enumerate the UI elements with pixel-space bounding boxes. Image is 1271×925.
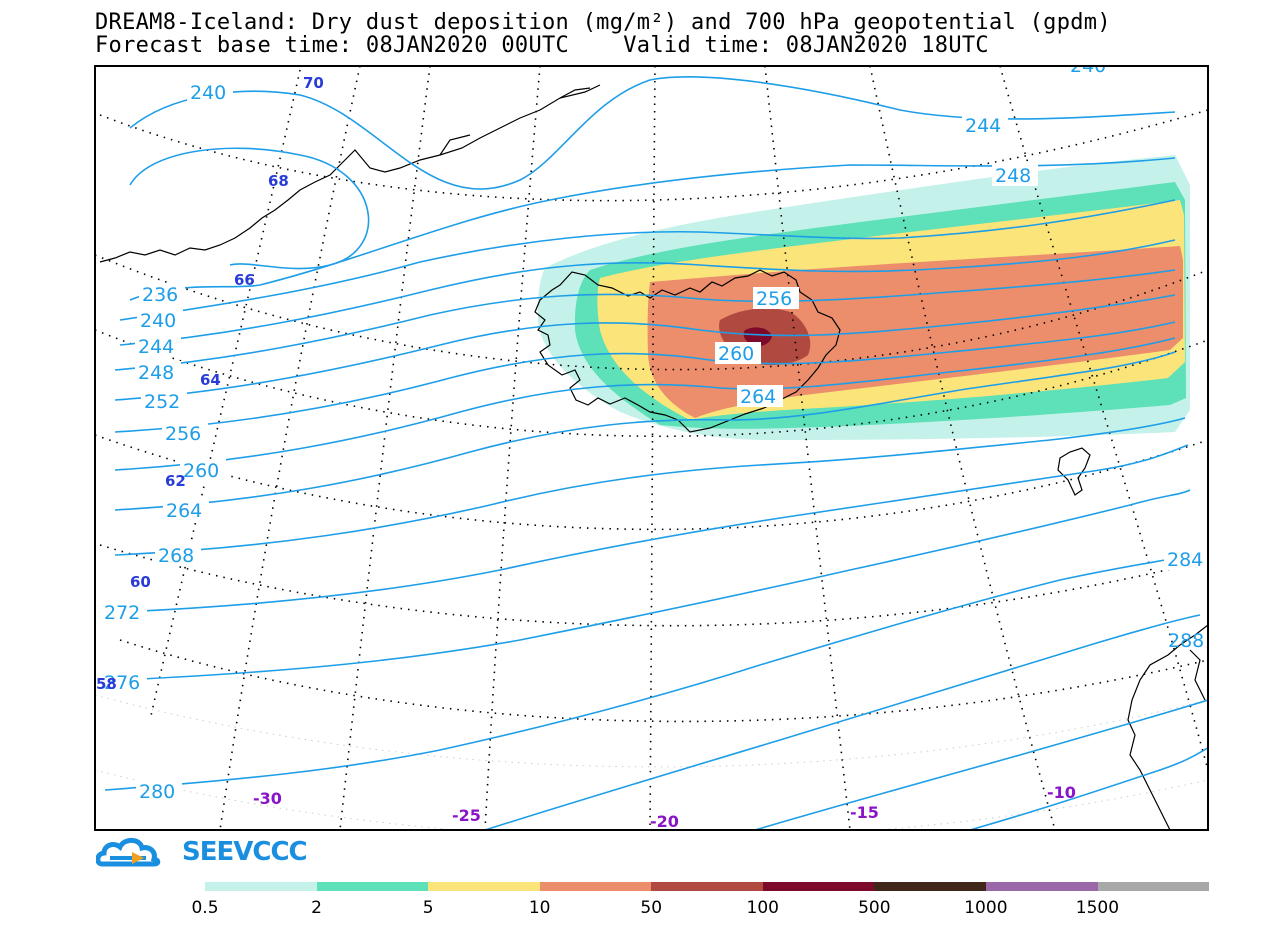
geo-label: 244 xyxy=(138,336,174,358)
lon-label: -30 xyxy=(253,789,282,808)
longitude-labels: -30 -25 -20 -15 -10 xyxy=(253,783,1076,831)
graticule-parallels xyxy=(95,109,1208,723)
legend-swatch xyxy=(985,882,1098,891)
geo-label: 248 xyxy=(138,362,174,384)
geo-label: 256 xyxy=(756,288,792,310)
legend-label: 10 xyxy=(528,898,551,918)
lat-label: 64 xyxy=(200,371,221,389)
geo-label: 240 xyxy=(1070,55,1106,77)
legend-labels: 0.5 2 5 10 50 100 500 1000 1500 xyxy=(191,891,1209,918)
lon-label: -20 xyxy=(650,812,679,831)
geo-label: 252 xyxy=(144,391,180,413)
iceland-coast xyxy=(534,269,841,433)
geo-label: 268 xyxy=(158,545,194,567)
geo-label: 284 xyxy=(1167,549,1203,571)
logo-text: SEEVCCC xyxy=(182,837,308,867)
legend-label: 1500 xyxy=(1075,898,1120,918)
legend-swatch xyxy=(762,882,875,891)
lat-label: 60 xyxy=(130,573,151,591)
geo-label: 276 xyxy=(104,672,140,694)
latitude-labels: 70 68 66 64 62 60 58 xyxy=(96,74,324,693)
legend-swatch xyxy=(428,882,540,891)
norway-coast xyxy=(1127,624,1208,830)
lat-label: 68 xyxy=(268,172,289,190)
geo-label: 240 xyxy=(190,82,226,104)
graticule-outer xyxy=(95,694,1208,830)
geopotential-contours xyxy=(104,76,1208,830)
legend-label: 100 xyxy=(746,898,779,918)
legend-swatch xyxy=(205,882,317,891)
graticule-meridians xyxy=(149,66,1208,830)
legend-swatch xyxy=(316,882,429,891)
geo-label: 260 xyxy=(183,460,219,482)
legend-swatch xyxy=(1097,882,1210,891)
lat-label: 70 xyxy=(303,74,324,92)
geo-label: 248 xyxy=(995,165,1031,187)
geo-label: 288 xyxy=(1168,630,1204,652)
dust-100-area xyxy=(743,327,772,346)
geo-label: 272 xyxy=(104,602,140,624)
geo-label: 236 xyxy=(142,284,178,306)
faroe-coast xyxy=(1057,447,1091,496)
geo-label: 260 xyxy=(718,343,754,365)
legend-swatch xyxy=(651,882,763,891)
legend-label: 1000 xyxy=(964,898,1008,918)
legend-swatch xyxy=(539,882,652,891)
greenland-coast xyxy=(99,84,601,263)
geo-label: 264 xyxy=(740,386,776,408)
lat-label: 66 xyxy=(234,271,255,289)
coastlines xyxy=(99,84,1208,830)
legend-label: 0.5 xyxy=(191,898,219,918)
geo-label: 264 xyxy=(166,500,202,522)
geo-label: 240 xyxy=(140,310,176,332)
map-subtitle-times: Forecast base time: 08JAN2020 00UTC Vali… xyxy=(95,33,989,58)
lon-label: -10 xyxy=(1047,783,1076,802)
lat-label: 58 xyxy=(96,675,117,693)
map-content: 240 244 248 236 240 244 248 252 256 260 … xyxy=(95,55,1208,831)
map-frame xyxy=(94,65,1209,831)
legend-label: 50 xyxy=(640,898,663,918)
legend-label: 2 xyxy=(311,898,322,918)
legend-swatch xyxy=(874,882,986,891)
geo-label: 280 xyxy=(139,781,175,803)
legend-color-bar xyxy=(205,882,1210,891)
cloud-arrow-icon xyxy=(96,837,161,867)
geo-label: 256 xyxy=(165,423,201,445)
lat-label: 62 xyxy=(165,472,186,490)
map-title: DREAM8-Iceland: Dry dust deposition (mg/… xyxy=(95,10,1111,35)
color-legend: 0.5 2 5 10 50 100 500 1000 1500 xyxy=(191,882,1210,918)
seevccc-logo: SEEVCCC xyxy=(96,833,308,871)
lon-label: -15 xyxy=(850,803,879,822)
geo-label: 244 xyxy=(965,115,1001,137)
legend-label: 5 xyxy=(422,898,434,918)
legend-label: 500 xyxy=(858,898,891,918)
geopotential-labels: 240 244 248 236 240 244 248 252 256 260 … xyxy=(101,55,1208,803)
lon-label: -25 xyxy=(452,806,481,825)
